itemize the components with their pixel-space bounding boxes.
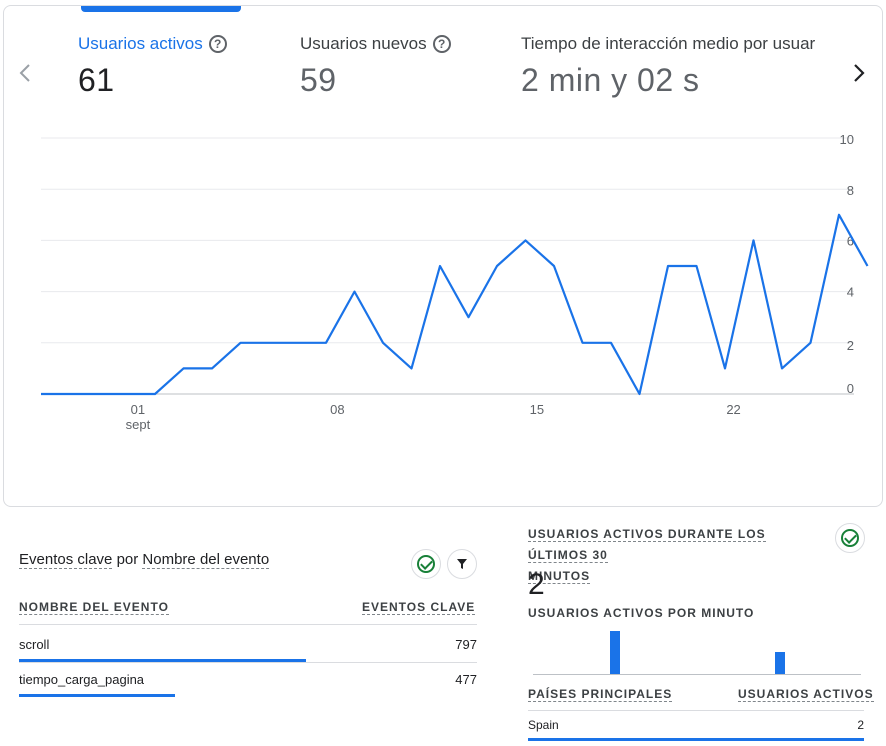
series-line [41,213,869,396]
realtime-check-button[interactable] [835,523,865,553]
metric-label: Usuarios activos [78,34,203,53]
event-share-bar [19,659,306,662]
metric-engagement-time[interactable]: Tiempo de interacción medio por usuar 2 … [521,34,815,99]
country-cell[interactable]: Spain [528,718,559,732]
filter-button[interactable] [447,549,477,579]
column-header-key-events[interactable]: EVENTOS CLAVE [362,600,476,615]
events-title-by: por [116,551,139,568]
metric-label: Tiempo de interacción medio por usuar [521,34,816,53]
chevron-left-icon[interactable] [18,62,32,84]
metric-value: 59 [300,62,337,98]
event-value-cell: 477 [455,672,477,687]
metric-new-users[interactable]: Usuarios nuevos? 59 [300,34,451,99]
help-icon[interactable]: ? [432,35,451,53]
divider [19,662,477,663]
y-tick-label: 10 [840,132,854,147]
check-circle-icon [841,529,859,547]
overview-card: Usuarios activos? 61 Usuarios nuevos? 59… [3,5,883,507]
x-tick-label: 01 [131,402,145,417]
events-title-metric[interactable]: Eventos clave [19,551,113,569]
y-tick-label: 2 [847,338,854,353]
x-tick-label: 08 [330,402,344,417]
line-chart: 10 8 6 4 2 0 01 08 15 22 sept [41,132,869,432]
divider [528,710,864,711]
country-users-cell: 2 [857,718,864,732]
y-tick-label: 6 [847,233,854,248]
help-icon[interactable]: ? [208,35,227,53]
event-value-cell: 797 [455,637,477,652]
x-tick-label: 22 [726,402,740,417]
compare-check-button[interactable] [411,549,441,579]
realtime-title-line1: USUARIOS ACTIVOS DURANTE LOS ÚLTIMOS 30 [528,527,766,563]
active-tab-indicator [81,6,241,12]
event-name-cell[interactable]: tiempo_carga_pagina [19,672,145,687]
y-tick-label: 0 [847,381,854,396]
metric-value: 2 min y 02 s [521,62,700,98]
divider [19,624,477,625]
realtime-title-line2: MINUTOS [528,569,591,584]
column-header-active-users[interactable]: USUARIOS ACTIVOS [738,687,874,702]
filter-icon [457,559,467,569]
x-subtick-label: sept [126,417,151,432]
per-minute-label: USUARIOS ACTIVOS POR MINUTO [528,606,755,620]
column-header-countries[interactable]: PAÍSES PRINCIPALES [528,687,673,702]
metric-value: 61 [78,62,115,98]
check-circle-icon [417,555,435,573]
event-share-bar [19,694,175,697]
metric-active-users[interactable]: Usuarios activos? 61 [78,34,227,99]
per-minute-bar[interactable] [775,652,785,674]
events-section-title: Eventos clave por Nombre del evento [19,551,270,569]
column-header-event-name[interactable]: NOMBRE DEL EVENTO [19,600,169,615]
mini-chart-baseline [533,674,861,675]
x-tick-label: 15 [530,402,544,417]
metric-label: Usuarios nuevos [300,34,427,53]
y-tick-label: 8 [847,183,854,198]
realtime-value: 2 [528,568,545,601]
country-share-bar [528,738,864,741]
events-title-dimension[interactable]: Nombre del evento [142,551,270,569]
chevron-right-icon[interactable] [852,62,866,84]
y-tick-label: 4 [847,285,854,300]
event-name-cell[interactable]: scroll [19,637,50,652]
per-minute-bar[interactable] [610,631,620,674]
realtime-title[interactable]: USUARIOS ACTIVOS DURANTE LOS ÚLTIMOS 30 … [528,524,818,587]
